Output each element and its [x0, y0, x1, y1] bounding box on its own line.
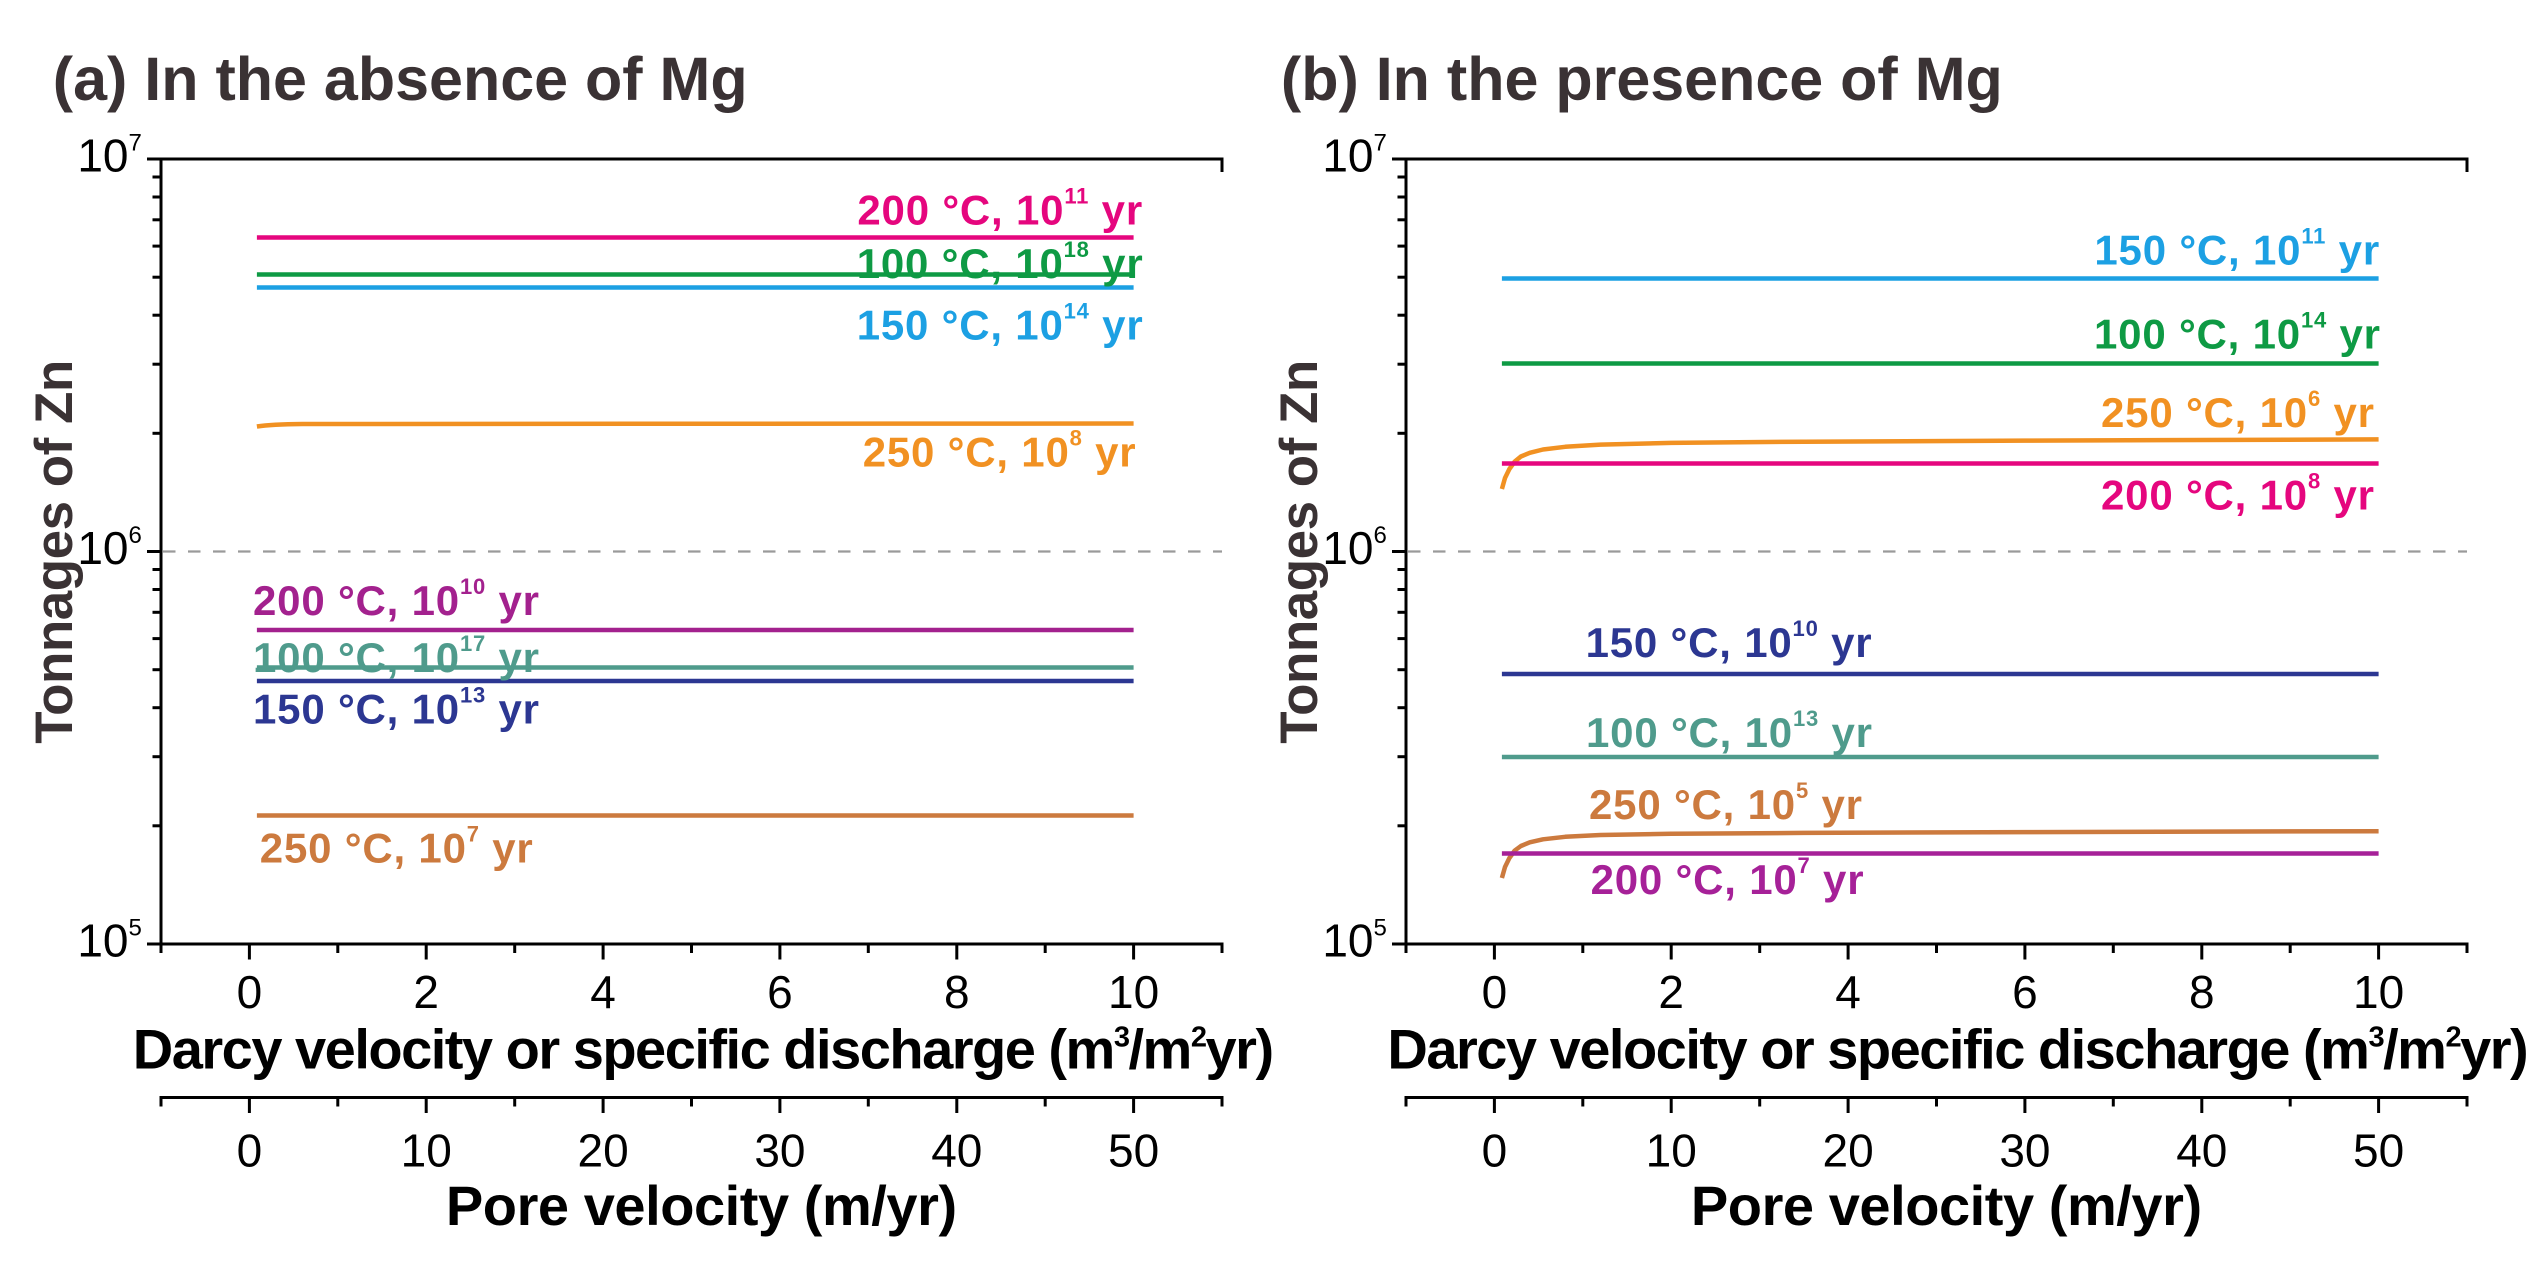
- svg-text:Pore velocity (m/yr): Pore velocity (m/yr): [1691, 1174, 2202, 1237]
- svg-text:10: 10: [1108, 966, 1159, 1018]
- svg-text:10: 10: [401, 1125, 452, 1177]
- svg-text:4: 4: [590, 966, 616, 1018]
- svg-text:50: 50: [2353, 1125, 2404, 1177]
- svg-text:200 °C, 1011 yr: 200 °C, 1011 yr: [857, 184, 1143, 234]
- svg-text:30: 30: [754, 1125, 805, 1177]
- svg-text:6: 6: [767, 966, 793, 1018]
- svg-text:2: 2: [1658, 966, 1684, 1018]
- svg-text:200 °C, 107 yr: 200 °C, 107 yr: [1591, 853, 1865, 903]
- svg-text:Darcy velocity or specific dis: Darcy velocity or specific discharge (m3…: [1387, 1018, 2527, 1081]
- svg-text:10: 10: [1322, 130, 1373, 182]
- svg-text:250 °C, 106 yr: 250 °C, 106 yr: [2101, 386, 2375, 436]
- svg-text:200 °C, 108 yr: 200 °C, 108 yr: [2101, 469, 2375, 519]
- svg-text:4: 4: [1835, 966, 1861, 1018]
- svg-text:40: 40: [931, 1125, 982, 1177]
- svg-text:0: 0: [237, 1125, 263, 1177]
- svg-text:100 °C, 1014 yr: 100 °C, 1014 yr: [2094, 308, 2381, 358]
- svg-text:8: 8: [944, 966, 970, 1018]
- svg-text:(b) In the presence of Mg: (b) In the presence of Mg: [1281, 45, 2003, 113]
- svg-text:150 °C, 1013 yr: 150 °C, 1013 yr: [253, 683, 540, 733]
- svg-text:100 °C, 1017 yr: 100 °C, 1017 yr: [253, 631, 540, 681]
- svg-text:6: 6: [2012, 966, 2038, 1018]
- svg-text:10: 10: [1646, 1125, 1697, 1177]
- svg-text:100 °C, 1018 yr: 100 °C, 1018 yr: [857, 237, 1144, 287]
- svg-text:7: 7: [129, 130, 142, 157]
- svg-text:20: 20: [578, 1125, 629, 1177]
- svg-text:50: 50: [1108, 1125, 1159, 1177]
- svg-text:5: 5: [1374, 915, 1387, 942]
- svg-text:250 °C, 105 yr: 250 °C, 105 yr: [1589, 778, 1863, 828]
- svg-text:200 °C, 1010 yr: 200 °C, 1010 yr: [253, 574, 540, 624]
- svg-text:250 °C, 107 yr: 250 °C, 107 yr: [260, 822, 534, 872]
- svg-text:100 °C, 1013 yr: 100 °C, 1013 yr: [1586, 706, 1873, 756]
- svg-text:10: 10: [2353, 966, 2404, 1018]
- svg-text:150 °C, 1014 yr: 150 °C, 1014 yr: [857, 299, 1144, 349]
- svg-text:10: 10: [77, 130, 128, 182]
- svg-text:7: 7: [1374, 130, 1387, 157]
- svg-text:6: 6: [1374, 522, 1387, 549]
- svg-text:Pore velocity (m/yr): Pore velocity (m/yr): [446, 1174, 957, 1237]
- svg-text:Tonnages of Zn: Tonnages of Zn: [1270, 360, 1329, 744]
- svg-text:5: 5: [129, 915, 142, 942]
- svg-text:6: 6: [129, 522, 142, 549]
- svg-text:0: 0: [1482, 1125, 1508, 1177]
- svg-text:Darcy velocity or specific dis: Darcy velocity or specific discharge (m3…: [133, 1018, 1273, 1081]
- svg-text:0: 0: [237, 966, 263, 1018]
- svg-text:10: 10: [1322, 522, 1373, 574]
- svg-text:10: 10: [1322, 915, 1373, 967]
- svg-text:2: 2: [413, 966, 439, 1018]
- svg-text:0: 0: [1482, 966, 1508, 1018]
- svg-text:150 °C, 1011 yr: 150 °C, 1011 yr: [2094, 224, 2380, 274]
- svg-text:10: 10: [77, 915, 128, 967]
- svg-text:Tonnages of Zn: Tonnages of Zn: [25, 360, 84, 744]
- svg-text:(a) In the absence of Mg: (a) In the absence of Mg: [53, 45, 748, 113]
- svg-text:8: 8: [2189, 966, 2215, 1018]
- svg-text:40: 40: [2176, 1125, 2227, 1177]
- svg-text:30: 30: [1999, 1125, 2050, 1177]
- svg-text:250 °C, 108 yr: 250 °C, 108 yr: [863, 426, 1137, 476]
- svg-text:150 °C, 1010 yr: 150 °C, 1010 yr: [1586, 616, 1873, 666]
- svg-text:10: 10: [77, 522, 128, 574]
- svg-text:20: 20: [1823, 1125, 1874, 1177]
